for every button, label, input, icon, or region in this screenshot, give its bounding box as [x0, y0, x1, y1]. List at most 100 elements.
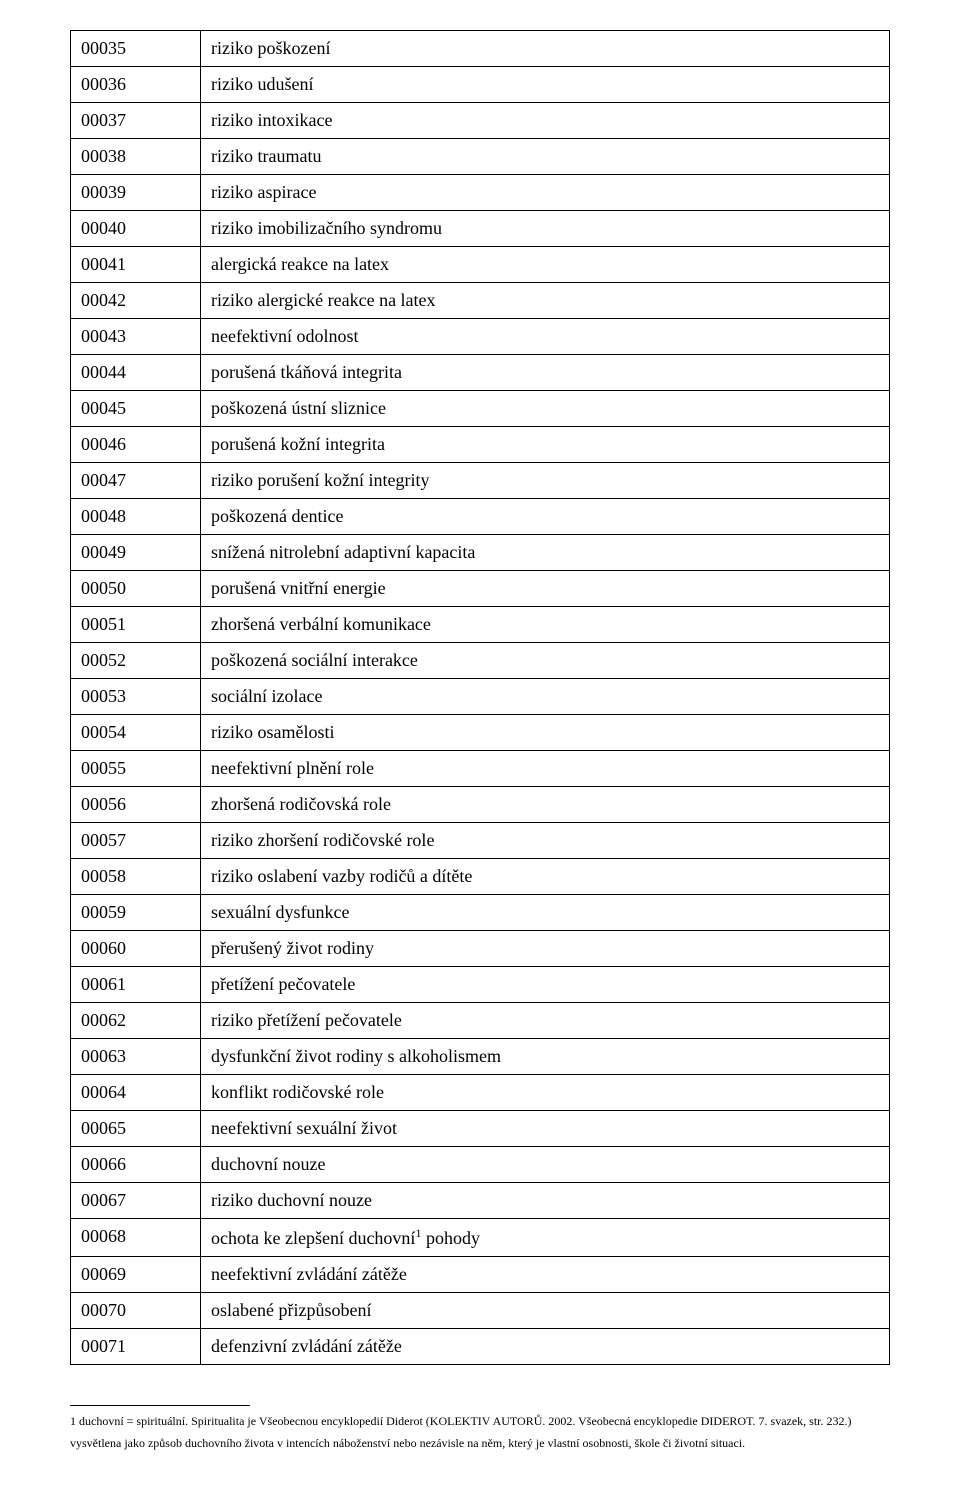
- table-row: 00067riziko duchovní nouze: [71, 1183, 890, 1219]
- table-row: 00044porušená tkáňová integrita: [71, 355, 890, 391]
- table-row: 00047riziko porušení kožní integrity: [71, 463, 890, 499]
- desc-cell: přetížení pečovatele: [201, 967, 890, 1003]
- code-cell: 00037: [71, 103, 201, 139]
- table-row: 00038riziko traumatu: [71, 139, 890, 175]
- code-cell: 00063: [71, 1039, 201, 1075]
- code-cell: 00036: [71, 67, 201, 103]
- code-cell: 00070: [71, 1293, 201, 1329]
- table-row: 00043neefektivní odolnost: [71, 319, 890, 355]
- table-row: 00042riziko alergické reakce na latex: [71, 283, 890, 319]
- desc-cell: sexuální dysfunkce: [201, 895, 890, 931]
- table-row: 00055neefektivní plnění role: [71, 751, 890, 787]
- code-cell: 00049: [71, 535, 201, 571]
- desc-cell: zhoršená rodičovská role: [201, 787, 890, 823]
- code-cell: 00051: [71, 607, 201, 643]
- code-cell: 00060: [71, 931, 201, 967]
- desc-cell: alergická reakce na latex: [201, 247, 890, 283]
- code-cell: 00038: [71, 139, 201, 175]
- footnote-line-2: vysvětlena jako způsob duchovního života…: [70, 1434, 890, 1452]
- desc-cell: riziko osamělosti: [201, 715, 890, 751]
- code-cell: 00053: [71, 679, 201, 715]
- table-row: 00056zhoršená rodičovská role: [71, 787, 890, 823]
- table-row: 00066duchovní nouze: [71, 1147, 890, 1183]
- desc-cell: riziko porušení kožní integrity: [201, 463, 890, 499]
- table-row: 00046porušená kožní integrita: [71, 427, 890, 463]
- code-cell: 00041: [71, 247, 201, 283]
- desc-cell: oslabené přizpůsobení: [201, 1293, 890, 1329]
- code-cell: 00055: [71, 751, 201, 787]
- table-row: 00053sociální izolace: [71, 679, 890, 715]
- code-cell: 00042: [71, 283, 201, 319]
- table-row: 00059sexuální dysfunkce: [71, 895, 890, 931]
- table-row: 00052poškozená sociální interakce: [71, 643, 890, 679]
- table-row: 00054riziko osamělosti: [71, 715, 890, 751]
- desc-cell: riziko aspirace: [201, 175, 890, 211]
- footnote-line-1: 1 duchovní = spirituální. Spiritualita j…: [70, 1412, 890, 1430]
- data-table: 00035riziko poškození00036riziko udušení…: [70, 30, 890, 1365]
- table-row: 00070oslabené přizpůsobení: [71, 1293, 890, 1329]
- desc-cell: poškozená ústní sliznice: [201, 391, 890, 427]
- code-cell: 00062: [71, 1003, 201, 1039]
- desc-cell: snížená nitrolební adaptivní kapacita: [201, 535, 890, 571]
- table-row: 00060přerušený život rodiny: [71, 931, 890, 967]
- desc-cell: duchovní nouze: [201, 1147, 890, 1183]
- desc-cell: zhoršená verbální komunikace: [201, 607, 890, 643]
- desc-cell: přerušený život rodiny: [201, 931, 890, 967]
- table-row: 00061přetížení pečovatele: [71, 967, 890, 1003]
- desc-cell: riziko udušení: [201, 67, 890, 103]
- desc-cell: porušená tkáňová integrita: [201, 355, 890, 391]
- table-row: 00068ochota ke zlepšení duchovní1 pohody: [71, 1219, 890, 1257]
- desc-cell: porušená kožní integrita: [201, 427, 890, 463]
- desc-cell: neefektivní sexuální život: [201, 1111, 890, 1147]
- code-cell: 00056: [71, 787, 201, 823]
- table-row: 00040riziko imobilizačního syndromu: [71, 211, 890, 247]
- table-row: 00057riziko zhoršení rodičovské role: [71, 823, 890, 859]
- table-row: 00064konflikt rodičovské role: [71, 1075, 890, 1111]
- code-cell: 00052: [71, 643, 201, 679]
- code-cell: 00066: [71, 1147, 201, 1183]
- desc-cell: konflikt rodičovské role: [201, 1075, 890, 1111]
- desc-cell: ochota ke zlepšení duchovní1 pohody: [201, 1219, 890, 1257]
- desc-cell: riziko alergické reakce na latex: [201, 283, 890, 319]
- desc-text-before: ochota ke zlepšení duchovní: [211, 1228, 415, 1248]
- code-cell: 00048: [71, 499, 201, 535]
- code-cell: 00065: [71, 1111, 201, 1147]
- table-row: 00071defenzivní zvládání zátěže: [71, 1329, 890, 1365]
- desc-cell: sociální izolace: [201, 679, 890, 715]
- code-cell: 00039: [71, 175, 201, 211]
- table-row: 00049snížená nitrolební adaptivní kapaci…: [71, 535, 890, 571]
- code-cell: 00071: [71, 1329, 201, 1365]
- desc-cell: neefektivní zvládání zátěže: [201, 1257, 890, 1293]
- code-cell: 00058: [71, 859, 201, 895]
- code-cell: 00044: [71, 355, 201, 391]
- table-row: 00050porušená vnitřní energie: [71, 571, 890, 607]
- desc-cell: riziko přetížení pečovatele: [201, 1003, 890, 1039]
- code-cell: 00035: [71, 31, 201, 67]
- table-row: 00063dysfunkční život rodiny s alkoholis…: [71, 1039, 890, 1075]
- table-row: 00069neefektivní zvládání zátěže: [71, 1257, 890, 1293]
- desc-cell: dysfunkční život rodiny s alkoholismem: [201, 1039, 890, 1075]
- desc-cell: porušená vnitřní energie: [201, 571, 890, 607]
- table-row: 00041alergická reakce na latex: [71, 247, 890, 283]
- code-cell: 00059: [71, 895, 201, 931]
- table-row: 00065neefektivní sexuální život: [71, 1111, 890, 1147]
- desc-cell: neefektivní odolnost: [201, 319, 890, 355]
- code-cell: 00067: [71, 1183, 201, 1219]
- desc-cell: neefektivní plnění role: [201, 751, 890, 787]
- code-cell: 00054: [71, 715, 201, 751]
- desc-cell: riziko poškození: [201, 31, 890, 67]
- table-row: 00036riziko udušení: [71, 67, 890, 103]
- table-row: 00062riziko přetížení pečovatele: [71, 1003, 890, 1039]
- desc-cell: riziko zhoršení rodičovské role: [201, 823, 890, 859]
- code-cell: 00040: [71, 211, 201, 247]
- desc-cell: riziko imobilizačního syndromu: [201, 211, 890, 247]
- desc-cell: riziko intoxikace: [201, 103, 890, 139]
- desc-cell: riziko oslabení vazby rodičů a dítěte: [201, 859, 890, 895]
- code-cell: 00045: [71, 391, 201, 427]
- table-row: 00058riziko oslabení vazby rodičů a dítě…: [71, 859, 890, 895]
- desc-cell: poškozená sociální interakce: [201, 643, 890, 679]
- desc-cell: riziko traumatu: [201, 139, 890, 175]
- code-cell: 00043: [71, 319, 201, 355]
- code-cell: 00057: [71, 823, 201, 859]
- code-cell: 00068: [71, 1219, 201, 1257]
